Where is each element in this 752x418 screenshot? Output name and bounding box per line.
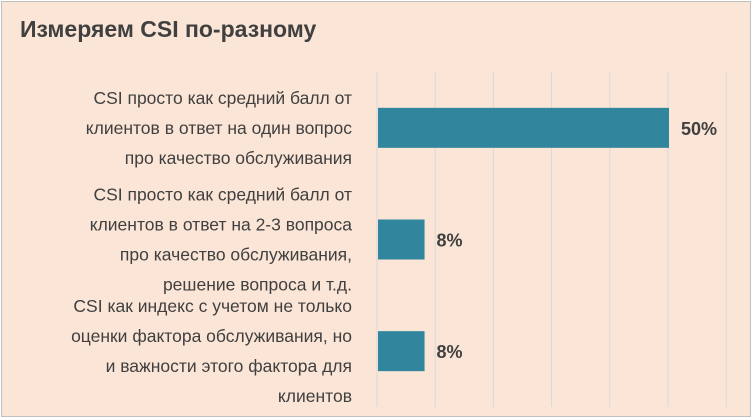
bar: [378, 219, 425, 260]
data-label: 50%: [681, 119, 717, 139]
data-label: 8%: [437, 342, 463, 362]
category-label: CSI просто как средний балл от клиентов в…: [86, 88, 352, 168]
category-label: CSI просто как средний балл от клиентов в…: [90, 185, 353, 295]
data-label: 8%: [437, 231, 463, 251]
bar: [378, 107, 669, 148]
category-label: CSI как индекс с учетом не только оценки …: [71, 296, 352, 406]
bar: [378, 331, 425, 372]
chart-title: Измеряем CSI по-разному: [20, 16, 317, 42]
